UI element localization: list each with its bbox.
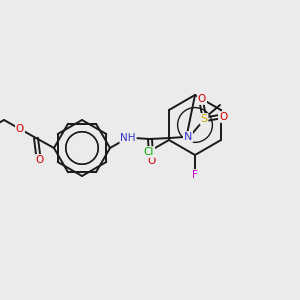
Text: F: F [192,170,198,180]
Text: O: O [16,124,24,134]
Text: Cl: Cl [144,147,154,157]
Text: O: O [147,156,155,166]
Text: O: O [219,112,227,122]
Text: NH: NH [120,133,136,143]
Text: O: O [198,94,206,104]
Text: N: N [184,132,192,142]
Text: S: S [200,114,208,124]
Text: O: O [35,155,43,165]
